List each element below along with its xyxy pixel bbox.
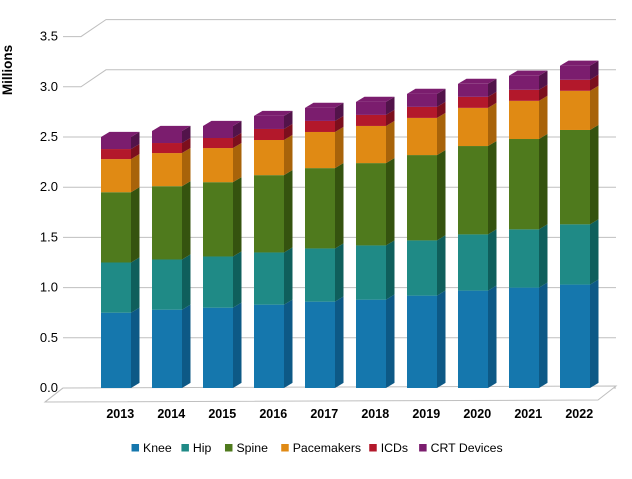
svg-text:Knee: Knee	[143, 441, 172, 455]
svg-text:1.5: 1.5	[40, 229, 58, 244]
svg-text:3.5: 3.5	[40, 29, 58, 44]
svg-text:2.0: 2.0	[40, 179, 58, 194]
svg-text:2020: 2020	[463, 407, 491, 421]
svg-text:2014: 2014	[157, 407, 185, 421]
svg-text:Millions: Millions	[0, 45, 15, 95]
svg-text:CRT Devices: CRT Devices	[431, 441, 503, 455]
svg-text:2.5: 2.5	[40, 129, 58, 144]
svg-text:2018: 2018	[361, 407, 389, 421]
svg-text:2016: 2016	[259, 407, 287, 421]
svg-text:2013: 2013	[106, 407, 134, 421]
svg-text:Spine: Spine	[236, 441, 268, 455]
svg-text:ICDs: ICDs	[381, 441, 408, 455]
svg-text:1.0: 1.0	[40, 280, 58, 295]
svg-text:2021: 2021	[514, 407, 542, 421]
svg-text:0.5: 0.5	[40, 330, 58, 345]
svg-text:2019: 2019	[412, 407, 440, 421]
svg-text:2022: 2022	[565, 407, 593, 421]
svg-text:2015: 2015	[208, 407, 236, 421]
svg-text:2017: 2017	[310, 407, 338, 421]
svg-text:3.0: 3.0	[40, 79, 58, 94]
svg-text:Pacemakers: Pacemakers	[293, 441, 361, 455]
svg-text:Hip: Hip	[193, 441, 212, 455]
svg-text:0.0: 0.0	[40, 380, 58, 395]
